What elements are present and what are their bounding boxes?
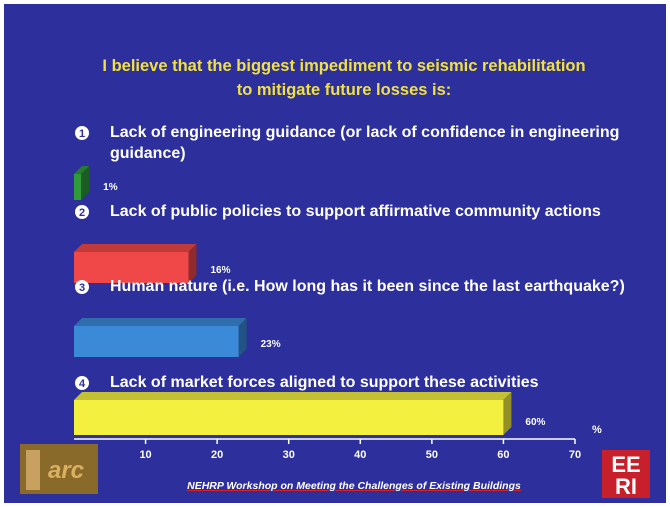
- bar-side: [188, 244, 197, 283]
- bar-side: [238, 318, 247, 357]
- value-label: 60%: [525, 417, 545, 428]
- item-bullet: [75, 205, 89, 219]
- bar-top: [74, 392, 512, 400]
- bar-side: [503, 392, 512, 435]
- footer: NEHRP Workshop on Meeting the Challenges…: [187, 480, 521, 492]
- x-tick-label: 50: [426, 449, 438, 461]
- item-label: Lack of public policies to support affir…: [110, 203, 601, 220]
- logo-right-bg: [602, 450, 650, 498]
- logo-left-text: arc: [48, 457, 84, 484]
- x-axis-label: %: [592, 424, 602, 436]
- value-label: 16%: [211, 265, 231, 276]
- bar-side: [81, 166, 90, 200]
- x-tick-label: 10: [139, 449, 151, 461]
- item-number: 3: [79, 282, 85, 294]
- item-label: Human nature (i.e. How long has it been …: [110, 278, 625, 295]
- bar-top: [74, 166, 90, 174]
- logo-right-line: RI: [615, 474, 637, 499]
- item-label: Lack of engineering guidance (or lack of…: [110, 124, 620, 162]
- bar: [74, 400, 504, 435]
- item-bullet: [75, 126, 89, 140]
- item-number: 2: [79, 207, 85, 219]
- item-label: Lack of market forces aligned to support…: [110, 374, 539, 391]
- item-number: 4: [79, 378, 86, 390]
- item-bullet: [75, 280, 89, 294]
- slide: 1 1% 2 16% 3 23% 4 60% 10 20 30 40 50 60 70% arc EE RI I …: [4, 4, 666, 503]
- item-bullet: [75, 376, 89, 390]
- x-tick-label: 40: [354, 449, 366, 461]
- logo-left-building: [26, 450, 40, 490]
- value-label: 23%: [261, 339, 281, 350]
- logo-right-line: EE: [611, 452, 640, 477]
- x-tick-label: 60: [497, 449, 509, 461]
- x-tick-label: 20: [211, 449, 223, 461]
- x-tick-label: 30: [283, 449, 295, 461]
- bar-top: [74, 244, 197, 252]
- title: I believe that the biggest impediment to…: [102, 57, 586, 99]
- bar-top: [74, 318, 247, 326]
- bar: [74, 174, 82, 200]
- value-label: 1%: [103, 182, 118, 193]
- bar: [74, 326, 239, 357]
- bar: [74, 252, 189, 283]
- x-tick-label: 70: [569, 449, 581, 461]
- item-number: 1: [79, 128, 85, 140]
